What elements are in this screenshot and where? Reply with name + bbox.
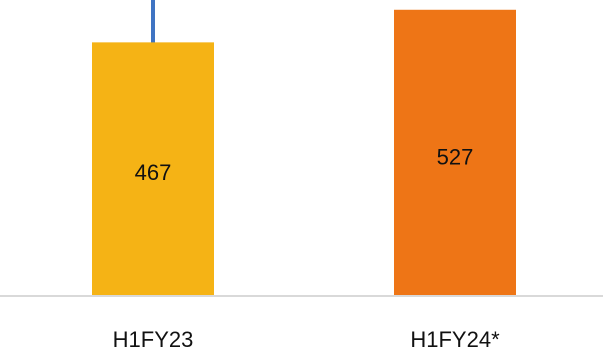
bar-h1fy24- [394,9,516,296]
bar-value-label: 467 [135,160,172,185]
x-tick-label: H1FY24* [410,327,500,352]
bars-layer [92,9,516,296]
x-tick-label: H1FY23 [113,327,194,352]
labels-layer: 467 H1FY23 527 H1FY24* [113,144,500,351]
bar-h1fy23 [92,42,214,296]
bar-value-label: 527 [437,144,474,169]
